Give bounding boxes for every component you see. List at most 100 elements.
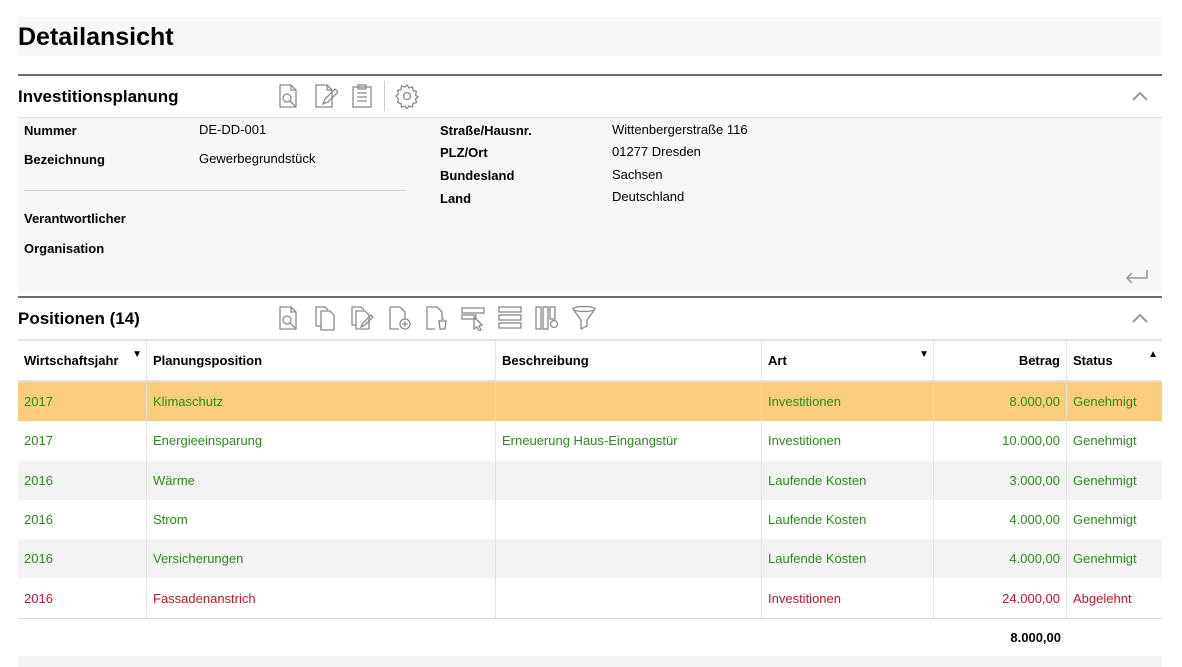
field-label-state: Bundesland	[440, 168, 515, 183]
field-value-number: DE-DD-001	[199, 122, 267, 137]
cell-type: Investitionen	[762, 382, 934, 422]
table-row[interactable]: 2016 Fassadenanstrich Investitionen 24.0…	[18, 578, 1162, 618]
footer-spacer	[147, 619, 496, 656]
field-value-state: Sachsen	[612, 167, 663, 182]
page-title: Detailansicht	[18, 23, 174, 51]
field-label-responsible: Verantwortlicher	[24, 211, 126, 226]
table-row[interactable]: 2016 Versicherungen Laufende Kosten 4.00…	[18, 539, 1162, 579]
edit-document-icon[interactable]	[347, 303, 377, 333]
select-rows-icon[interactable]	[458, 303, 488, 333]
cell-year: 2016	[18, 460, 147, 500]
cell-status: Genehmigt	[1073, 433, 1137, 449]
cell-status: Genehmigt	[1073, 512, 1137, 528]
cell-amount: 4.000,00	[934, 499, 1067, 540]
investment-section-title: Investitionsplanung	[18, 87, 179, 106]
cell-type: Laufende Kosten	[762, 539, 934, 579]
column-header-label: Betrag	[1018, 353, 1060, 368]
cell-year: 2017	[18, 421, 147, 461]
add-document-icon[interactable]	[384, 303, 414, 333]
table-row[interactable]: 2016 Strom Laufende Kosten 4.000,00 Gene…	[18, 499, 1162, 540]
field-label-zip-city: PLZ/Ort	[440, 145, 488, 160]
toolbar-separator	[384, 81, 385, 111]
delete-document-icon[interactable]	[421, 303, 451, 333]
sort-desc-icon: ▼	[919, 349, 929, 360]
view-details-icon[interactable]	[273, 81, 303, 111]
column-header-position[interactable]: Planungsposition	[147, 341, 496, 380]
row-layout-icon[interactable]	[495, 303, 525, 333]
field-label-organisation: Organisation	[24, 241, 105, 256]
cell-amount: 4.000,00	[934, 539, 1067, 579]
footer-spacer	[762, 619, 934, 656]
column-settings-icon[interactable]	[532, 303, 562, 333]
cell-description	[496, 460, 762, 500]
column-header-description[interactable]: Beschreibung	[496, 341, 762, 380]
cell-type: Investitionen	[762, 421, 934, 461]
cell-position: Wärme	[147, 460, 496, 500]
field-label-name: Bezeichnung	[24, 152, 105, 167]
grid-footer-row: 8.000,00	[18, 617, 1162, 656]
bottom-bar	[18, 656, 1162, 667]
view-details-icon[interactable]	[273, 303, 303, 333]
cell-status: Genehmigt	[1073, 394, 1137, 410]
field-value-country: Deutschland	[612, 189, 685, 204]
column-header-status[interactable]: Status ▲	[1067, 341, 1162, 380]
cell-status: Genehmigt	[1073, 472, 1137, 488]
field-value-name: Gewerbegrundstück	[199, 151, 316, 166]
column-header-label: Art	[768, 353, 787, 368]
table-row[interactable]: 2016 Wärme Laufende Kosten 3.000,00 Gene…	[18, 460, 1162, 500]
cell-year: 2017	[18, 382, 147, 422]
field-value-zip-city: 01277 Dresden	[612, 144, 701, 159]
filter-icon[interactable]	[569, 303, 599, 333]
column-header-year[interactable]: Wirtschaftsjahr ▼	[18, 341, 147, 380]
footer-spacer	[496, 619, 762, 656]
edit-icon[interactable]	[310, 81, 340, 111]
cell-position: Klimaschutz	[147, 382, 496, 422]
cell-year: 2016	[18, 499, 147, 540]
column-header-type[interactable]: Art ▼	[762, 341, 934, 380]
column-header-label: Planungsposition	[153, 353, 263, 368]
cell-description	[496, 382, 762, 422]
collapse-chevron-icon[interactable]	[1128, 307, 1152, 329]
page-header: Detailansicht	[18, 17, 1162, 56]
cell-position: Fassadenanstrich	[147, 578, 496, 618]
field-label-street: Straße/Hausnr.	[440, 123, 532, 138]
return-icon[interactable]	[1122, 265, 1152, 289]
investment-section-header: Investitionsplanung	[18, 74, 1162, 116]
settings-icon[interactable]	[392, 81, 422, 111]
cell-year: 2016	[18, 539, 147, 579]
field-value-street: Wittenbergerstraße 116	[612, 122, 748, 137]
investment-detail-panel: Nummer DE-DD-001 Bezeichnung Gewerbegrun…	[18, 117, 1162, 292]
investment-toolbar	[273, 81, 429, 111]
column-header-label: Status	[1073, 353, 1113, 368]
footer-spacer	[1067, 619, 1162, 656]
table-row[interactable]: 2017 Klimaschutz Investitionen 8.000,00 …	[18, 382, 1162, 422]
cell-status: Abgelehnt	[1073, 590, 1132, 606]
cell-description	[496, 578, 762, 618]
cell-type: Laufende Kosten	[762, 460, 934, 500]
detail-divider	[24, 190, 406, 191]
column-header-label: Beschreibung	[502, 353, 589, 368]
table-row[interactable]: 2017 Energieeinsparung Erneuerung Haus-E…	[18, 421, 1162, 461]
cell-position: Versicherungen	[147, 539, 496, 579]
cell-type: Laufende Kosten	[762, 499, 934, 540]
clipboard-icon[interactable]	[347, 81, 377, 111]
field-label-country: Land	[440, 191, 472, 206]
cell-amount: 8.000,00	[934, 382, 1067, 422]
cell-amount: 3.000,00	[934, 460, 1067, 500]
cell-description: Erneuerung Haus-Eingangstür	[496, 421, 762, 461]
cell-status: Genehmigt	[1073, 551, 1137, 567]
sort-asc-icon: ▲	[1148, 349, 1158, 360]
column-header-amount[interactable]: Betrag	[934, 341, 1067, 380]
positions-section-title: Positionen (14)	[18, 309, 140, 328]
positions-section-header: Positionen (14)	[18, 296, 1162, 338]
column-header-label: Wirtschaftsjahr	[24, 353, 119, 368]
cell-position: Energieeinsparung	[147, 421, 496, 461]
collapse-chevron-icon[interactable]	[1128, 85, 1152, 107]
cell-amount: 24.000,00	[934, 578, 1067, 618]
positions-toolbar	[273, 303, 606, 333]
grid-header-row: Wirtschaftsjahr ▼ Planungsposition Beschr…	[18, 339, 1162, 382]
copy-icon[interactable]	[310, 303, 340, 333]
cell-year: 2016	[18, 578, 147, 618]
total-amount: 8.000,00	[1010, 629, 1061, 645]
field-label-number: Nummer	[24, 123, 77, 138]
